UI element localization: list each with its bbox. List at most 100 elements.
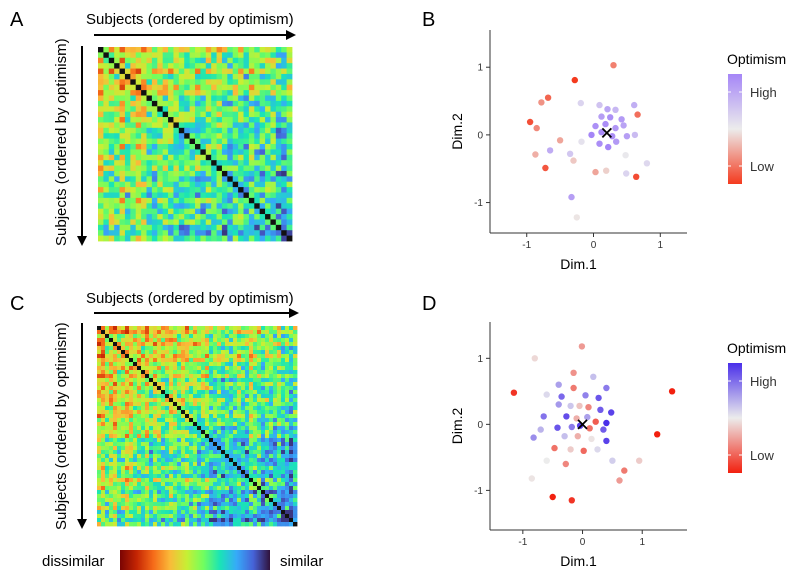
matrix-cell [165,450,170,455]
matrix-cell [281,235,288,242]
matrix-cell [217,326,222,331]
matrix-cell [178,106,185,113]
matrix-cell [145,406,150,411]
matrix-cell [161,398,166,403]
matrix-cell [259,52,266,59]
matrix-cell [133,342,138,347]
matrix-cell [193,346,198,351]
matrix-cell [141,350,146,355]
matrix-cell [205,418,210,423]
matrix-cell [261,330,266,335]
matrix-cell [227,154,234,161]
matrix-cell [209,430,214,435]
matrix-cell [229,518,234,523]
matrix-cell [157,382,162,387]
matrix-cell [248,117,255,123]
matrix-cell [157,122,164,129]
matrix-cell [184,95,191,102]
matrix-cell [233,490,238,495]
matrix-cell [227,47,234,53]
matrix-cell [229,370,234,375]
matrix-cell [275,197,282,204]
matrix-cell [157,52,164,59]
matrix-cell [181,482,186,487]
matrix-cell [169,474,174,479]
matrix-cell [162,149,169,156]
matrix-cell [173,426,178,431]
matrix-cell [200,165,207,172]
matrix-cell [185,482,190,487]
matrix-cell [146,117,153,123]
matrix-cell [105,374,110,379]
matrix-cell [119,111,126,118]
matrix-cell [233,350,238,355]
matrix-cell [113,378,118,383]
matrix-cell [137,362,142,367]
matrix-cell [162,133,169,140]
matrix-cell [277,522,282,527]
matrix-cell [265,450,270,455]
matrix-cell [193,470,198,475]
matrix-cell [173,482,178,487]
matrix-cell [273,454,278,459]
matrix-cell [269,330,274,335]
matrix-cell [117,438,122,443]
matrix-cell [97,474,102,479]
matrix-cell [225,330,230,335]
scatter-point [570,369,577,376]
matrix-cell [216,47,223,53]
matrix-cell [185,462,190,467]
matrix-cell [205,522,210,527]
matrix-cell [101,370,106,375]
matrix-cell [248,138,255,145]
matrix-cell [217,458,222,463]
matrix-cell [225,366,230,371]
matrix-diagonal-cell [177,406,182,411]
matrix-cell [232,73,239,80]
matrix-cell [114,106,120,113]
matrix-cell [169,462,174,467]
matrix-cell [135,68,142,75]
matrix-cell [151,73,158,80]
matrix-cell [119,57,126,64]
matrix-cell [162,208,169,215]
matrix-cell [248,230,255,237]
scatter-point [592,418,599,425]
matrix-cell [241,454,246,459]
matrix-cell [141,430,146,435]
matrix-cell [225,466,230,471]
matrix-cell [285,370,290,375]
matrix-cell [211,144,217,150]
matrix-cell [265,138,271,145]
matrix-cell [117,430,122,435]
matrix-cell [285,378,290,383]
matrix-cell [108,122,115,129]
matrix-cell [269,506,274,511]
matrix-cell [137,414,142,419]
matrix-cell [133,390,138,395]
matrix-cell [238,84,244,91]
matrix-cell [277,326,282,331]
matrix-cell [265,402,270,407]
matrix-cell [157,342,162,347]
matrix-cell [285,366,290,371]
matrix-cell [133,506,138,511]
matrix-cell [259,144,266,150]
matrix-cell [270,127,277,134]
matrix-cell [253,470,258,475]
matrix-cell [177,442,182,447]
matrix-cell [157,79,164,86]
matrix-cell [285,506,290,511]
matrix-cell [121,418,126,423]
matrix-cell [265,68,271,75]
matrix-cell [195,170,201,177]
matrix-cell [119,79,126,86]
matrix-cell [289,334,294,339]
matrix-cell [141,354,146,359]
matrix-cell [193,426,198,431]
matrix-cell [217,358,222,363]
matrix-cell [289,370,294,375]
matrix-cell [257,338,262,343]
matrix-diagonal-cell [227,176,234,183]
matrix-cell [113,394,118,399]
